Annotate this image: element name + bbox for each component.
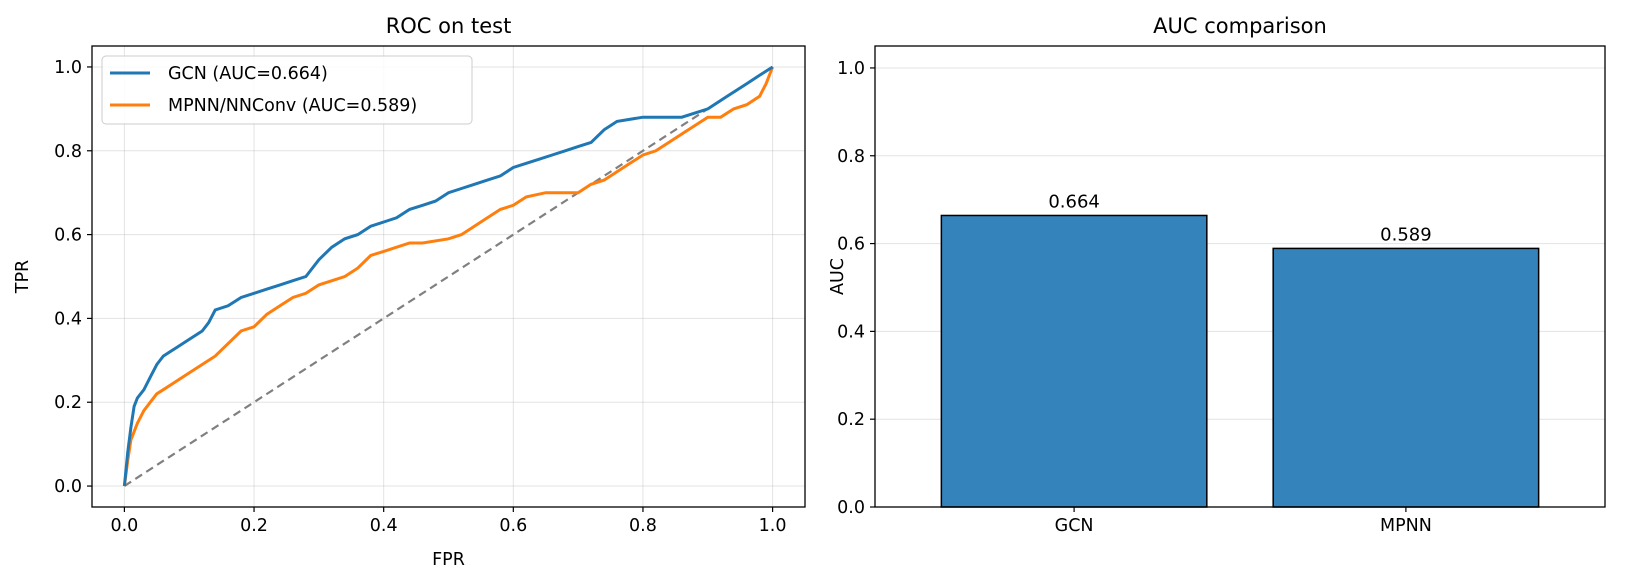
bar-x-ticks: GCN MPNN bbox=[1055, 507, 1432, 536]
roc-chart: 0.0 0.2 0.4 0.6 0.8 1.0 0.0 0.2 0.4 0.6 0.8 1.0 RO… bbox=[13, 14, 806, 570]
legend-label-gcn: GCN (AUC=0.664) bbox=[168, 64, 328, 84]
roc-x-tick-label: 0.0 bbox=[110, 516, 138, 536]
bar-y-tick-label: 0.8 bbox=[837, 147, 865, 167]
roc-chance-line bbox=[123, 66, 774, 487]
roc-x-tick-label: 0.6 bbox=[499, 516, 527, 536]
roc-line-gcn bbox=[122, 65, 774, 487]
roc-x-ticks: 0.0 0.2 0.4 0.6 0.8 1.0 bbox=[110, 507, 787, 536]
roc-y-tick-label: 0.2 bbox=[54, 393, 82, 413]
bar-bars: 0.664 0.589 bbox=[940, 191, 1540, 508]
bar-y-label: AUC bbox=[828, 258, 848, 295]
roc-lines bbox=[122, 65, 774, 487]
roc-title: ROC on test bbox=[386, 14, 512, 38]
roc-y-tick-label: 0.6 bbox=[54, 226, 82, 246]
bar-y-ticks: 0.0 0.2 0.4 0.6 0.8 1.0 bbox=[837, 59, 875, 518]
bar-title: AUC comparison bbox=[1153, 14, 1327, 38]
roc-x-tick-label: 0.4 bbox=[370, 516, 398, 536]
roc-legend: GCN (AUC=0.664) MPNN/NNConv (AUC=0.589) bbox=[101, 55, 473, 125]
roc-line-mpnn bbox=[122, 66, 774, 487]
bar-x-tick-label: MPNN bbox=[1380, 516, 1432, 536]
roc-axes-frame bbox=[91, 45, 806, 508]
bar-y-tick-label: 0.2 bbox=[837, 410, 865, 430]
bar-mpnn bbox=[1272, 247, 1540, 508]
roc-y-tick-label: 0.8 bbox=[54, 142, 82, 162]
legend-label-mpnn: MPNN/NNConv (AUC=0.589) bbox=[168, 96, 417, 116]
bar-value-label: 0.589 bbox=[1380, 224, 1432, 245]
roc-x-tick-label: 1.0 bbox=[759, 516, 787, 536]
bar-y-tick-label: 0.4 bbox=[837, 322, 865, 342]
bar-y-tick-label: 0.6 bbox=[837, 235, 865, 255]
roc-y-tick-label: 1.0 bbox=[54, 58, 82, 78]
bar-axes-frame bbox=[874, 45, 1606, 508]
roc-y-ticks: 0.0 0.2 0.4 0.6 0.8 1.0 bbox=[54, 58, 92, 497]
roc-x-label: FPR bbox=[432, 550, 465, 570]
bar-x-tick-label: GCN bbox=[1055, 516, 1094, 536]
bar-gcn bbox=[940, 214, 1208, 508]
roc-y-label: TPR bbox=[13, 260, 33, 294]
bar-y-tick-label: 0.0 bbox=[837, 498, 865, 518]
roc-y-tick-label: 0.4 bbox=[54, 309, 82, 329]
roc-x-tick-label: 0.8 bbox=[629, 516, 657, 536]
bar-value-label: 0.664 bbox=[1048, 191, 1100, 212]
bar-y-tick-label: 1.0 bbox=[837, 59, 865, 79]
legend-box bbox=[101, 55, 473, 125]
auc-bar-chart: 0.664 0.589 GCN MPNN 0.0 0.2 0.4 0.6 0.8 1.0 AU… bbox=[828, 14, 1606, 536]
roc-y-tick-label: 0.0 bbox=[54, 477, 82, 497]
roc-x-tick-label: 0.2 bbox=[240, 516, 268, 536]
